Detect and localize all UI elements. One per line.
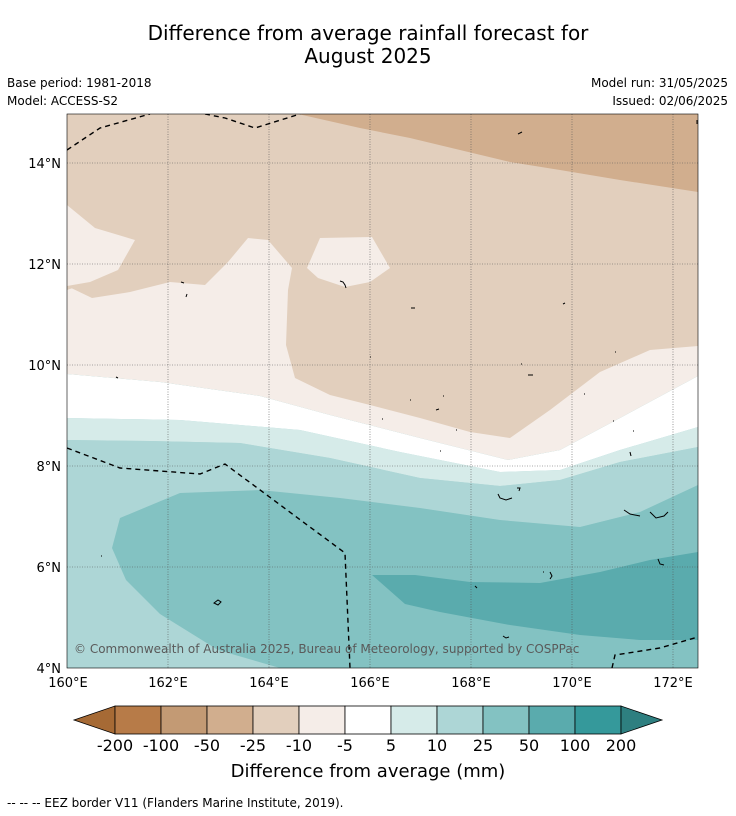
contour-10-25 bbox=[67, 440, 698, 668]
colorbar-tick-label: -200 bbox=[97, 736, 133, 755]
colorbar-tick-label: 5 bbox=[386, 736, 396, 755]
meta-right: Model run: 31/05/2025 Issued: 02/06/2025 bbox=[591, 74, 728, 110]
colorbar-swatches bbox=[114, 705, 622, 735]
colorbar-right-arrow bbox=[620, 705, 664, 735]
title-line-2: August 2025 bbox=[304, 44, 432, 68]
colorbar-tick-label: -10 bbox=[286, 736, 312, 755]
map-contours bbox=[67, 114, 698, 668]
lat-tick-10: 10°N bbox=[28, 359, 61, 374]
eez-border-southeast bbox=[611, 636, 698, 668]
attribution-text: © Commonwealth of Australia 2025, Bureau… bbox=[74, 642, 579, 656]
lon-tick-166: 166°E bbox=[350, 676, 390, 691]
lon-tick-168: 168°E bbox=[451, 676, 491, 691]
colorbar: -200 -100 -50 -25 -10 -5 5 10 25 50 100 200 bbox=[72, 705, 664, 755]
lat-tick-12: 12°N bbox=[28, 258, 61, 273]
colorbar-swatch bbox=[206, 705, 254, 735]
colorbar-swatch bbox=[298, 705, 346, 735]
gridlines bbox=[67, 114, 698, 668]
colorbar-tick-label: 100 bbox=[560, 736, 591, 755]
colorbar-tick-label: -50 bbox=[194, 736, 220, 755]
colorbar-swatch bbox=[482, 705, 530, 735]
lat-axis: 14°N 12°N 10°N 8°N 6°N 4°N bbox=[28, 157, 61, 677]
title-line-1: Difference from average rainfall forecas… bbox=[147, 21, 589, 45]
colorbar-labels: -200 -100 -50 -25 -10 -5 5 10 25 50 100 200 bbox=[97, 736, 636, 755]
colorbar-swatch bbox=[344, 705, 392, 735]
eez-border-central bbox=[67, 447, 351, 668]
contour-neutral bbox=[67, 374, 698, 472]
colorbar-tick-label: 200 bbox=[606, 736, 637, 755]
colorbar-tick-label: 10 bbox=[427, 736, 447, 755]
colorbar-swatch bbox=[436, 705, 484, 735]
islands bbox=[101, 120, 698, 639]
lon-tick-172: 172°E bbox=[653, 676, 693, 691]
contour-neg25 bbox=[67, 114, 698, 438]
contour-50-100 bbox=[372, 552, 698, 640]
colorbar-tick-label: 25 bbox=[473, 736, 493, 755]
contour-neg50 bbox=[298, 114, 698, 192]
issued-date: Issued: 02/06/2025 bbox=[612, 94, 728, 108]
colorbar-swatch bbox=[390, 705, 438, 735]
colorbar-swatch bbox=[252, 705, 300, 735]
lon-tick-160: 160°E bbox=[48, 676, 88, 691]
eez-border-north bbox=[67, 114, 301, 151]
colorbar-swatch bbox=[574, 705, 622, 735]
lat-tick-14: 14°N bbox=[28, 157, 61, 172]
contour-neg10-west bbox=[67, 205, 135, 286]
model-run: Model run: 31/05/2025 bbox=[590, 76, 728, 90]
colorbar-swatch bbox=[114, 705, 162, 735]
lon-tick-170: 170°E bbox=[552, 676, 592, 691]
contour-neg10-island bbox=[307, 237, 390, 287]
lat-tick-8: 8°N bbox=[37, 460, 62, 475]
model-name: Model: ACCESS-S2 bbox=[7, 94, 119, 108]
colorbar-swatch bbox=[160, 705, 208, 735]
lon-axis: 160°E 162°E 164°E 166°E 168°E 170°E 172°… bbox=[48, 676, 693, 691]
colorbar-swatch bbox=[528, 705, 576, 735]
eez-legend: -- -- -- EEZ border V11 (Flanders Marine… bbox=[7, 796, 344, 810]
lat-tick-6: 6°N bbox=[37, 561, 62, 576]
colorbar-title: Difference from average (mm) bbox=[230, 761, 506, 782]
colorbar-tick-label: 50 bbox=[519, 736, 539, 755]
map-frame bbox=[66, 113, 699, 669]
colorbar-left-arrow bbox=[72, 705, 116, 735]
base-period: Base period: 1981-2018 bbox=[7, 76, 152, 90]
lon-tick-162: 162°E bbox=[148, 676, 188, 691]
lat-tick-4: 4°N bbox=[37, 662, 62, 677]
colorbar-tick-label: -25 bbox=[240, 736, 266, 755]
colorbar-tick-label: -100 bbox=[143, 736, 179, 755]
colorbar-tick-label: -5 bbox=[337, 736, 353, 755]
map-title: Difference from average rainfall forecas… bbox=[0, 22, 736, 68]
meta-left: Base period: 1981-2018 Model: ACCESS-S2 bbox=[7, 74, 152, 110]
contour-5-10 bbox=[67, 418, 698, 486]
eez-borders bbox=[67, 114, 698, 668]
lon-tick-164: 164°E bbox=[249, 676, 289, 691]
